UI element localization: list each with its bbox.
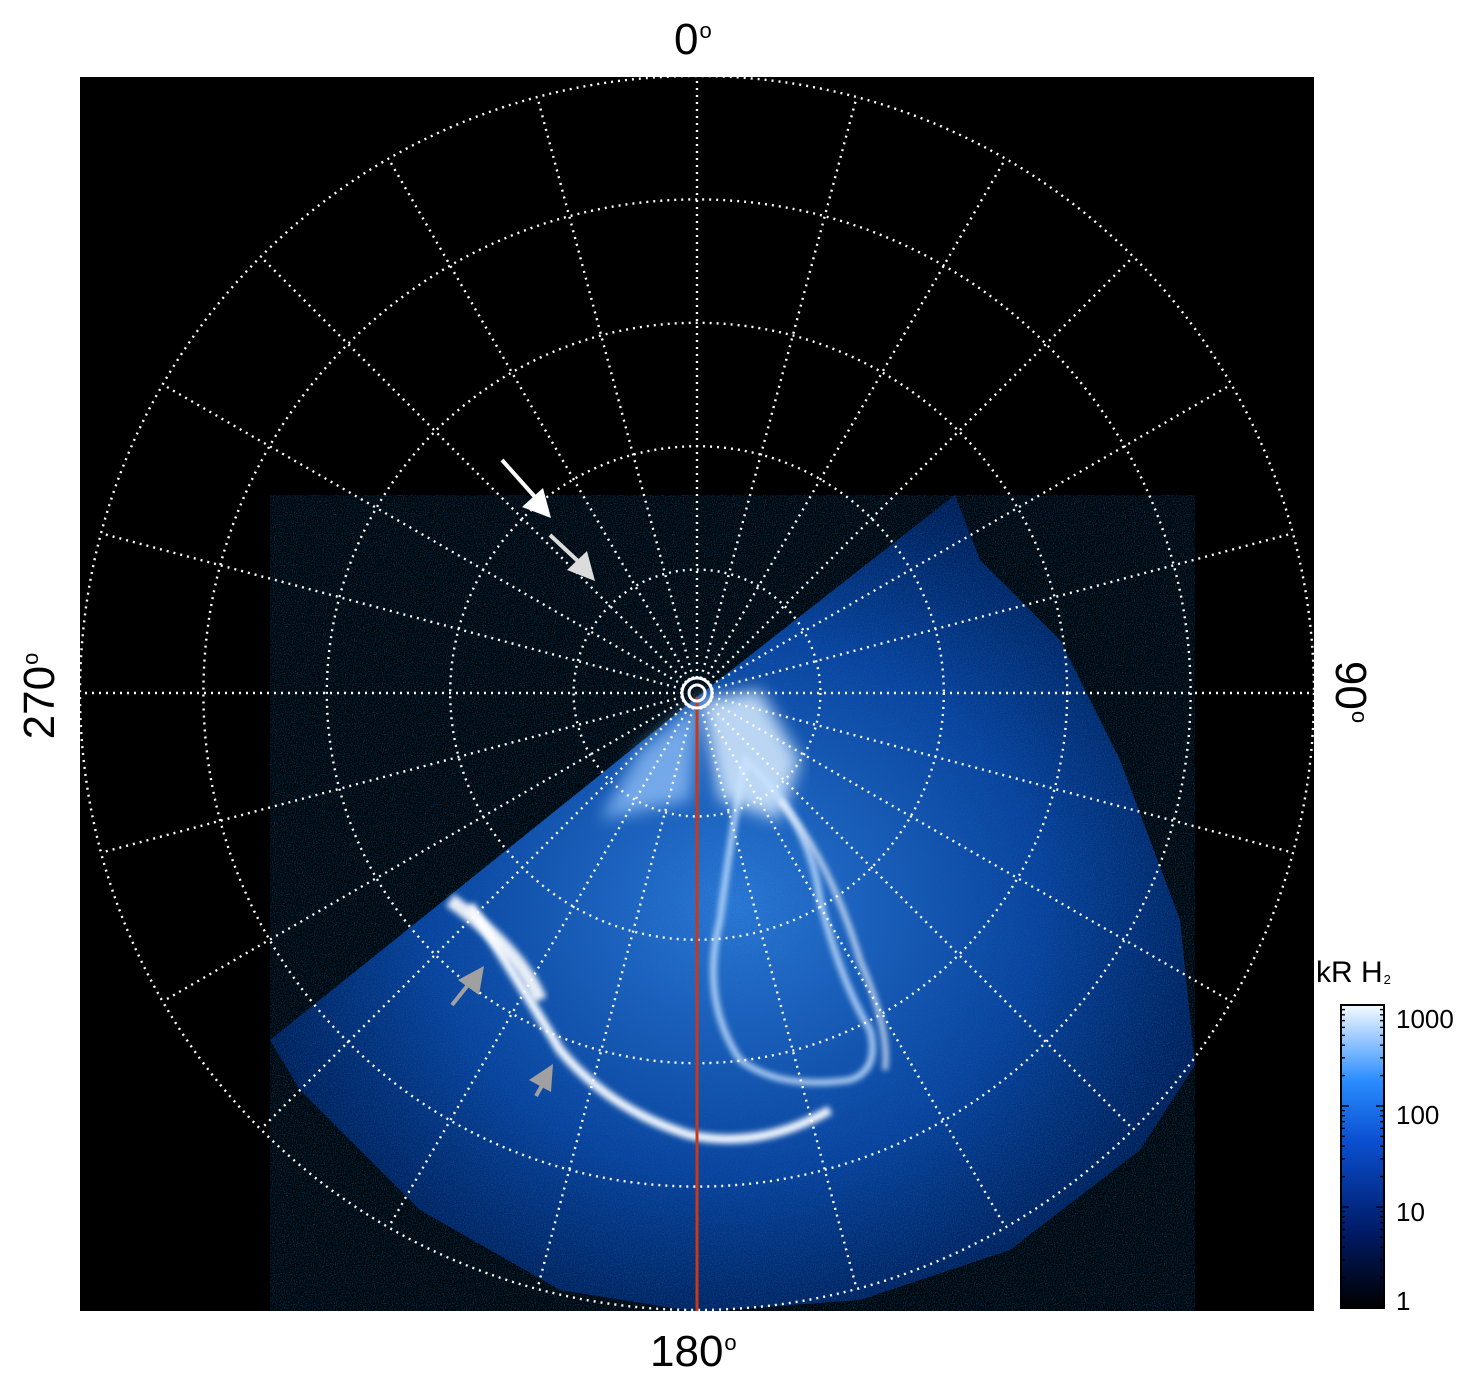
- grid-ring: [572, 568, 822, 818]
- grid-ring: [202, 198, 1192, 1188]
- inner-auroral-oval: [710, 754, 876, 1086]
- grid-spoke: [699, 96, 858, 679]
- aurora-emission-region: [270, 495, 1195, 1311]
- grid-spoke: [711, 695, 1294, 854]
- pole-marker-outer: [680, 676, 714, 710]
- colorbar-tick-10: 10: [1396, 1197, 1425, 1227]
- grid-spoke: [259, 702, 688, 1131]
- colorbar-tick-1: 1: [1396, 1286, 1411, 1316]
- angle-label-0: 0o: [674, 15, 712, 64]
- colorbar-tick-1000: 1000: [1396, 1004, 1454, 1034]
- angle-label-180: 180o: [650, 1327, 737, 1376]
- colorbar-tick-100: 100: [1396, 1100, 1440, 1130]
- grid-spoke: [699, 707, 858, 1290]
- grid-spoke: [100, 532, 683, 691]
- colorbar-title: kR H2: [1316, 956, 1391, 989]
- main-auroral-arc: [466, 902, 833, 1144]
- grid-spoke: [711, 532, 1294, 691]
- arrow-gray-bottom-icon: [529, 1064, 553, 1097]
- grid-spoke: [100, 695, 683, 854]
- arrow-white-upper-icon: [500, 458, 551, 518]
- grid-spoke: [259, 255, 688, 684]
- colorbar: [1340, 1004, 1385, 1309]
- arrow-gray-left-icon: [450, 966, 484, 1007]
- grid-spoke: [536, 707, 695, 1290]
- angle-label-270: 270o: [15, 652, 64, 740]
- arrow-light-gray-icon: [548, 533, 595, 581]
- pole-marker-inner: [687, 683, 707, 703]
- grid-spoke: [706, 255, 1135, 684]
- grid-spoke: [706, 702, 1135, 1131]
- grid-spoke: [536, 96, 695, 679]
- angle-label-90: 90o: [1326, 660, 1375, 724]
